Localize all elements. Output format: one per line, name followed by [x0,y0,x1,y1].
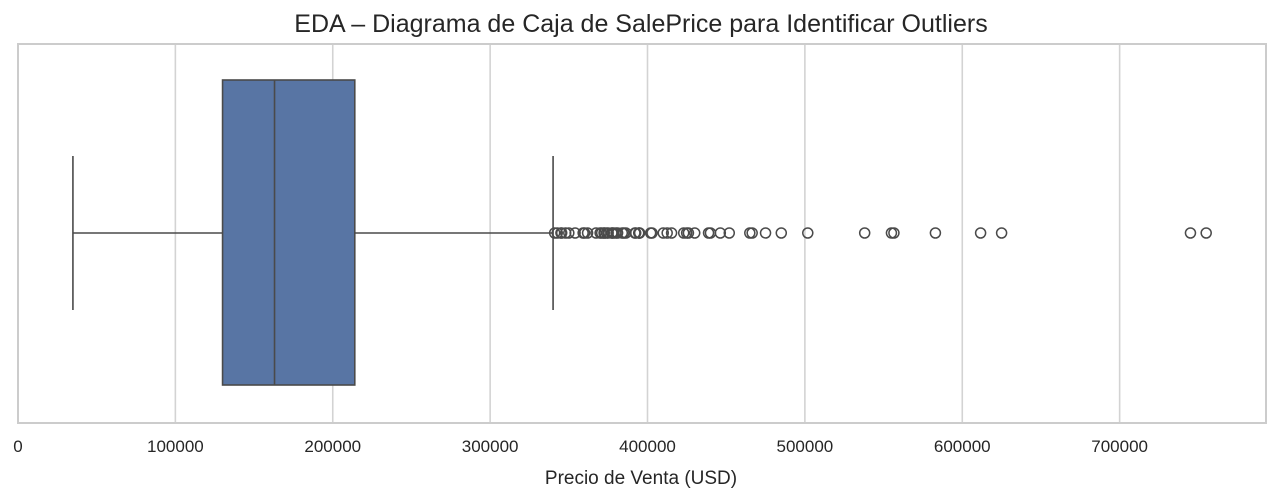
x-tick-label: 700000 [1091,437,1148,456]
x-tick-label: 600000 [934,437,991,456]
outlier-point [563,227,575,239]
outlier-point [1184,227,1197,239]
plot-frame [17,43,1267,424]
outlier-point [858,227,871,239]
outlier-point [995,227,1008,239]
outlier-point [665,227,678,239]
outlier-point [682,227,695,239]
outlier-point [551,227,563,239]
boxplot [72,79,554,386]
x-tick-label: 500000 [777,437,834,456]
x-axis-ticks: 0 100000 200000 300000 400000 500000 600000 700… [13,437,1148,456]
x-tick-label: 0 [13,437,22,456]
outlier-point [974,227,987,239]
outlier-point [677,227,690,239]
outlier-point [646,227,658,239]
outlier-point [1200,227,1212,239]
outlier-point [929,227,942,239]
outlier-point [611,227,624,239]
x-tick-label: 300000 [462,437,519,456]
outlier-point [714,227,727,239]
outlier-points [548,227,1212,239]
x-tick-label: 400000 [619,437,676,456]
iqr-box [221,79,356,386]
outlier-point [581,227,594,239]
outlier-point [688,227,701,239]
x-tick-label: 100000 [147,437,204,456]
outlier-point [888,227,900,239]
outlier-point [661,227,673,239]
chart-title: EDA – Diagrama de Caja de SalePrice para… [294,10,987,38]
outlier-point [578,227,591,239]
outlier-point [633,227,646,239]
outlier-point [723,227,736,239]
outlier-point [802,227,814,239]
outlier-point [555,227,568,239]
outlier-point [746,227,758,239]
x-axis-label: Precio de Venta (USD) [545,468,737,489]
outlier-point [629,227,642,239]
outlier-point [775,227,788,239]
outlier-point [744,227,756,239]
outlier-point [657,227,669,239]
x-tick-label: 200000 [304,437,361,456]
outlier-point [759,227,772,239]
